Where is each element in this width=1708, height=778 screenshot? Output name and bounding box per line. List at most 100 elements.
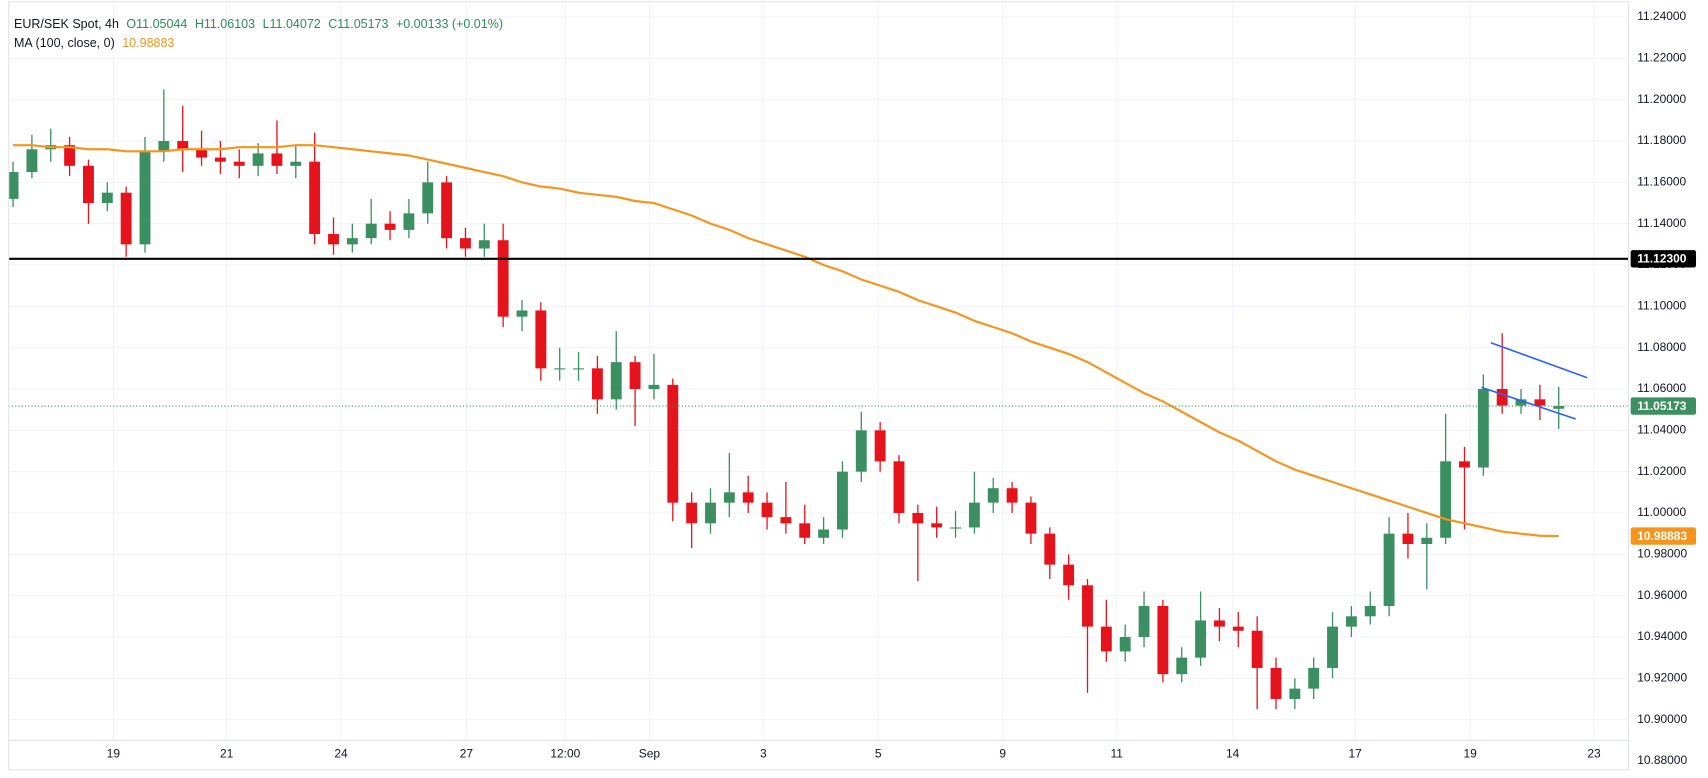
- symbol-row: EUR/SEK Spot, 4h O11.05044 H11.06103 L11…: [14, 15, 507, 34]
- x-tick-label: 11: [1110, 747, 1123, 761]
- price-label: 11.05173: [1637, 399, 1687, 413]
- candle-body: [196, 149, 207, 158]
- candle-body: [610, 362, 622, 400]
- level-label-box: [1630, 250, 1697, 268]
- candle-body: [1383, 533, 1395, 606]
- x-tick-label: 21: [220, 747, 234, 761]
- ma-value: 10.98883: [122, 36, 175, 50]
- candle-body: [120, 192, 132, 245]
- candle-body: [1176, 657, 1188, 675]
- candle-body: [1044, 533, 1056, 565]
- candle-body: [799, 523, 811, 538]
- candle-body: [950, 527, 961, 529]
- ma-label: 10.98883: [1637, 529, 1687, 543]
- x-tick-label: 17: [1348, 747, 1362, 761]
- candle-body: [968, 502, 980, 528]
- candle-body: [177, 141, 189, 150]
- y-tick-label: 10.98000: [1637, 546, 1687, 560]
- candle-body: [573, 368, 584, 370]
- y-tick-label: 11.18000: [1637, 133, 1686, 147]
- candle-body: [1025, 502, 1037, 534]
- y-tick-label: 10.88000: [1637, 753, 1687, 767]
- candle-body: [1270, 667, 1282, 699]
- x-tick-label: Sep: [639, 747, 661, 761]
- y-tick-label: 11.08000: [1637, 340, 1686, 354]
- candle-body: [158, 141, 170, 152]
- candle-body: [233, 161, 245, 166]
- y-tick-label: 11.02000: [1637, 464, 1686, 478]
- candle-body: [535, 310, 547, 369]
- x-tick-label: 3: [760, 747, 767, 761]
- candle-body: [290, 161, 302, 166]
- candle-body: [1063, 564, 1075, 586]
- ohlc-open: O11.05044: [126, 17, 188, 31]
- x-tick-label: 24: [334, 747, 348, 761]
- candle-body: [1308, 667, 1320, 689]
- level-label: 11.12300: [1637, 252, 1687, 266]
- pane-frame: [8, 1, 1630, 771]
- ohlc-high: H11.06103: [194, 17, 256, 31]
- y-tick-label: 11.24000: [1637, 9, 1686, 23]
- y-tick-label: 10.90000: [1637, 712, 1687, 726]
- candle-body: [101, 192, 113, 204]
- candle-body: [497, 240, 509, 317]
- candle-body: [271, 153, 283, 166]
- candle-body: [761, 502, 773, 518]
- candle-body: [742, 492, 754, 503]
- candle-body: [516, 310, 528, 317]
- plot: [8, 89, 1629, 710]
- candle-body: [1345, 616, 1357, 627]
- channel-line: [1490, 341, 1588, 379]
- candle-body: [855, 430, 867, 472]
- candle-body: [1440, 461, 1452, 538]
- candle-body: [931, 523, 943, 528]
- candle-body: [1157, 605, 1169, 675]
- candle-body: [1119, 636, 1131, 652]
- ma-row: MA (100, close, 0) 10.98883: [14, 34, 507, 53]
- candle-body: [252, 153, 264, 166]
- ma-label-box: [1630, 527, 1697, 545]
- candle-body: [1459, 461, 1470, 468]
- y-tick-label: 11.10000: [1637, 299, 1686, 313]
- y-tick-label: 11.04000: [1637, 422, 1686, 436]
- x-tick-label: 12:00: [550, 747, 580, 761]
- y-tick-label: 11.16000: [1637, 175, 1686, 189]
- candle-body: [705, 502, 716, 524]
- candle-body: [8, 172, 19, 199]
- candle-body: [1138, 605, 1150, 637]
- candle-body: [686, 502, 698, 524]
- grid: [8, 1, 1629, 741]
- candle-body: [629, 362, 641, 389]
- candle-body: [422, 182, 434, 214]
- x-tick-label: 9: [999, 747, 1006, 761]
- candle-body: [667, 384, 679, 503]
- candle-body: [1496, 389, 1508, 406]
- y-tick-label: 11.00000: [1637, 505, 1686, 519]
- candle-body: [346, 238, 358, 245]
- candle-body: [309, 161, 321, 235]
- candle-body: [1213, 620, 1225, 627]
- y-tick-label: 10.96000: [1637, 588, 1687, 602]
- ma-name: MA (100, close, 0): [14, 36, 115, 50]
- candle-body: [1082, 585, 1093, 627]
- candle-body: [1195, 620, 1207, 658]
- candle-body: [1006, 488, 1018, 503]
- y-tick-label: 10.92000: [1637, 670, 1687, 684]
- x-tick-label: 19: [107, 747, 121, 761]
- candle-body: [912, 512, 924, 524]
- candle-body: [836, 471, 848, 530]
- y-tick-label: 11.06000: [1637, 381, 1686, 395]
- change: +0.00133 (+0.01%): [395, 17, 503, 31]
- candle-body: [214, 157, 226, 162]
- candle-body: [1289, 688, 1301, 699]
- candle-body: [441, 182, 453, 239]
- legend-header: EUR/SEK Spot, 4h O11.05044 H11.06103 L11…: [14, 15, 507, 53]
- candle-body: [554, 368, 566, 370]
- x-tick-label: 19: [1463, 747, 1477, 761]
- candle-body: [1232, 626, 1244, 631]
- candle-body: [403, 213, 415, 230]
- y-tick-label: 11.20000: [1637, 92, 1686, 106]
- candle-body: [83, 165, 94, 204]
- candle-body: [1515, 399, 1527, 406]
